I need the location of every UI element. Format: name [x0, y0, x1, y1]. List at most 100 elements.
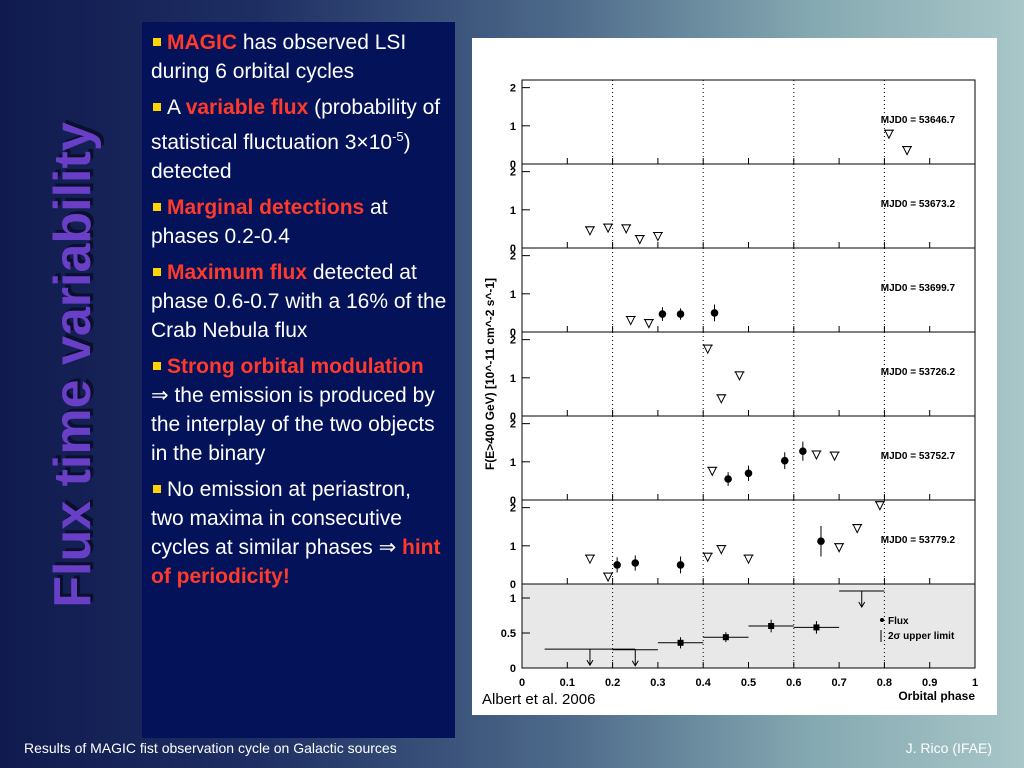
upper-limit-triangle	[603, 223, 613, 234]
y-tick-label: 1	[510, 289, 516, 301]
flux-point	[658, 310, 667, 318]
upper-limit-triangle	[811, 450, 822, 461]
bullet-square-icon	[153, 202, 161, 211]
bullet-square-icon	[153, 37, 161, 46]
y-tick-label: 1	[510, 121, 516, 133]
flux-point	[813, 624, 820, 631]
flux-point	[817, 537, 825, 546]
upper-limit-arrowhead	[586, 659, 594, 667]
y-tick-label: 1	[510, 373, 516, 385]
bullet-periodicity: No emission at periastron, two maxima in…	[151, 478, 441, 588]
legend-flux-label: Flux	[888, 616, 909, 627]
upper-limit-triangle	[702, 552, 713, 563]
y-tick-label: 1	[510, 541, 516, 553]
y-tick-label: 0	[510, 327, 516, 339]
x-tick-label: 0.9	[922, 677, 937, 689]
y-tick-label: 1	[510, 593, 516, 605]
flux-point	[676, 561, 685, 569]
upper-limit-triangle	[585, 226, 595, 236]
upper-limit-triangle	[634, 235, 645, 245]
x-tick-label: 0.5	[741, 677, 756, 689]
upper-limit-triangle	[852, 524, 863, 534]
legend-flux-marker	[880, 618, 884, 622]
upper-limit-arrowhead	[631, 660, 639, 667]
mjd-label: MJD0 = 53699.7	[881, 283, 956, 294]
upper-limit-triangle	[644, 319, 654, 329]
y-tick-label: 0	[510, 663, 516, 675]
mjd-label: MJD0 = 53752.7	[881, 451, 956, 462]
flux-point	[631, 559, 640, 567]
slide-title: Flux time variability	[43, 122, 102, 608]
y-tick-label: 2	[510, 83, 516, 95]
upper-limit-triangle	[603, 572, 613, 583]
upper-limit-triangle	[585, 554, 595, 565]
x-tick-label: 0.2	[605, 677, 620, 689]
flux-point	[613, 561, 621, 569]
mjd-label: MJD0 = 53779.2	[881, 535, 956, 546]
upper-limit-triangle	[875, 501, 885, 511]
x-tick-label: 0.3	[650, 677, 665, 689]
bullet-magic: MAGIC has observed LSI during 6 orbital …	[151, 31, 407, 83]
x-tick-label: 0.6	[786, 677, 801, 689]
upper-limit-triangle	[625, 316, 636, 326]
x-tick-label: 1	[972, 677, 978, 689]
y-tick-label: 2	[510, 503, 516, 515]
y-tick-label: 0	[510, 579, 516, 591]
flux-point	[677, 639, 684, 646]
flux-point	[768, 623, 775, 629]
flux-point	[799, 447, 807, 455]
x-axis-label: Orbital phase	[898, 689, 975, 703]
mjd-label: MJD0 = 53726.2	[881, 367, 956, 378]
x-tick-label: 0.7	[831, 677, 846, 689]
upper-limit-triangle	[716, 545, 727, 555]
y-tick-label: 2	[510, 251, 516, 263]
y-tick-label: 2	[510, 419, 516, 431]
flux-point	[780, 456, 789, 465]
slide-title-container: Flux time variability	[30, 80, 115, 650]
lightcurve-figure: 0 1 2 MJD0 = 53646.7 0 1 2 MJD0 = 53673.2 0 1 2 MJD…	[472, 38, 997, 715]
x-tick-label: 0.4	[696, 677, 712, 689]
upper-limit-triangle	[707, 466, 718, 477]
upper-limit-triangle	[716, 394, 727, 404]
upper-limit-triangle	[884, 129, 894, 140]
flux-point	[676, 310, 685, 318]
mjd-label: MJD0 = 53646.7	[881, 115, 956, 126]
flux-point	[722, 634, 729, 641]
upper-limit-triangle	[702, 344, 713, 355]
flux-point	[744, 469, 753, 478]
mjd-label: MJD0 = 53673.2	[881, 199, 956, 210]
x-tick-label: 0.1	[560, 677, 575, 689]
x-tick-label: 0.8	[877, 677, 892, 689]
y-tick-label: 0	[510, 495, 516, 507]
bullet-square-icon	[153, 484, 161, 493]
upper-limit-triangle	[734, 371, 745, 382]
upper-limit-triangle	[829, 451, 840, 462]
upper-limit-triangle	[621, 224, 631, 235]
footer-title: Results of MAGIC fist observation cycle …	[24, 740, 397, 756]
legend-ul-label: 2σ upper limit	[888, 631, 955, 642]
y-tick-label: 1	[510, 205, 516, 217]
bullet-marginal-detections: Marginal detections at phases 0.2-0.4	[151, 196, 388, 248]
bullet-square-icon	[153, 102, 161, 111]
bullet-square-icon	[153, 361, 161, 370]
bullet-square-icon	[153, 267, 161, 276]
upper-limit-arrowhead	[858, 601, 866, 608]
bullet-text-box: MAGIC has observed LSI during 6 orbital …	[142, 22, 455, 738]
upper-limit-triangle	[743, 554, 754, 565]
upper-limit-triangle	[834, 543, 844, 553]
bullet-orbital-modulation: Strong orbital modulation ⇒ the emission…	[151, 355, 435, 465]
y-tick-label: 0	[510, 411, 516, 423]
figure-caption: Albert et al. 2006	[482, 691, 596, 708]
y-tick-label: 1	[510, 457, 516, 469]
y-axis-label: F(E>400 GeV) [10^-11 cm^-2 s^-1]	[483, 278, 497, 470]
bullet-maximum-flux: Maximum flux detected at phase 0.6-0.7 w…	[151, 261, 447, 342]
upper-limit-triangle	[902, 146, 912, 156]
bullet-variable-flux: A variable flux (probability of statisti…	[151, 96, 441, 183]
y-tick-label: 2	[510, 167, 516, 179]
y-tick-label: 2	[510, 335, 516, 347]
lightcurve-chart: 0 1 2 MJD0 = 53646.7 0 1 2 MJD0 = 53673.2 0 1 2 MJD…	[483, 79, 978, 703]
y-tick-label: 0	[510, 159, 516, 171]
y-tick-label: 0	[510, 243, 516, 255]
footer-author: J. Rico (IFAE)	[905, 740, 992, 756]
y-tick-label: 0.5	[501, 628, 516, 640]
